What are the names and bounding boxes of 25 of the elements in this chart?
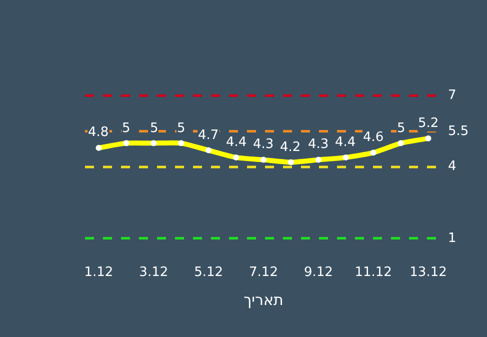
data-label: 4.8 <box>88 125 109 140</box>
x-tick-label: 13.12 <box>410 265 447 280</box>
data-label: 4.4 <box>226 135 247 150</box>
x-tick-label: 11.12 <box>354 265 392 280</box>
ref-line-label: 7 <box>448 88 456 103</box>
data-label: 5 <box>397 121 406 136</box>
x-tick-label: 1.12 <box>84 265 114 280</box>
data-label: 4.3 <box>253 137 274 152</box>
data-label: 4.3 <box>308 137 329 152</box>
data-label: 4.2 <box>280 140 301 155</box>
x-tick-label: 5.12 <box>194 265 224 280</box>
x-tick-label: 9.12 <box>304 265 333 280</box>
x-axis-title: תאריך <box>244 291 284 309</box>
data-label: 4.4 <box>335 135 356 150</box>
ref-line-label: 1 <box>448 231 456 246</box>
data-label: 5.2 <box>418 116 439 131</box>
ref-line-label: 4 <box>448 159 456 174</box>
ref-line-label: 5.5 <box>448 124 469 139</box>
data-label: 5 <box>150 121 158 136</box>
data-label: 4.7 <box>198 128 219 143</box>
data-label: 4.6 <box>363 130 384 145</box>
x-tick-label: 7.12 <box>249 265 278 280</box>
x-tick-label: 3.12 <box>139 265 168 280</box>
data-label: 5 <box>122 121 130 136</box>
data-label: 5 <box>177 121 186 136</box>
